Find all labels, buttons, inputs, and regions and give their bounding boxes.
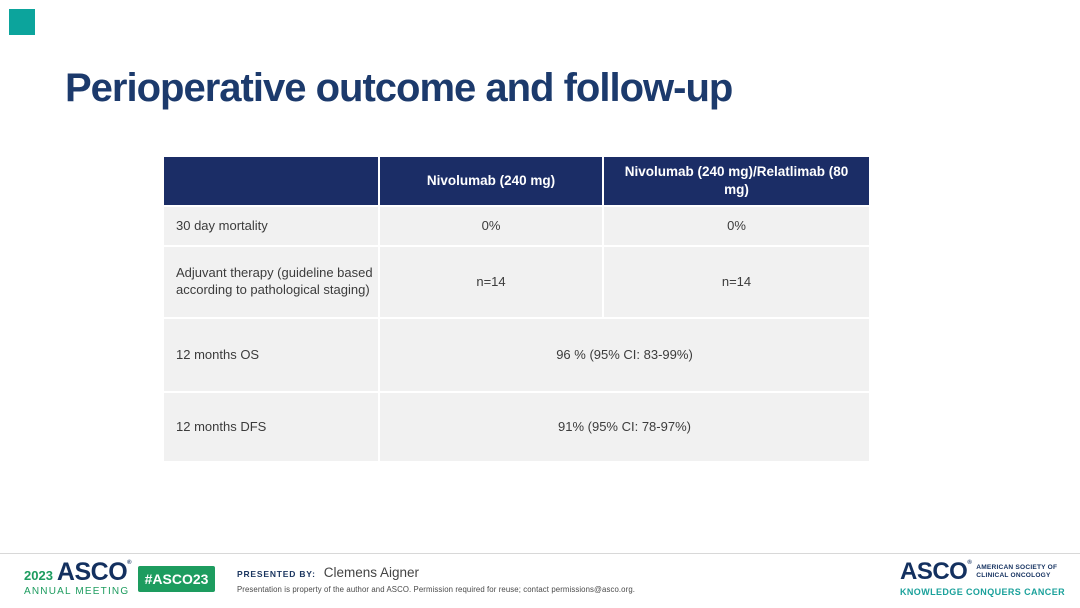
table-row-12-months-dfs: 12 months DFS 91% (95% CI: 78-97%): [162, 391, 871, 463]
asco-wordmark: ASCO®: [900, 558, 972, 585]
footer-divider: [0, 553, 1080, 554]
asco-annual-meeting-logo: 2023 ASCO® ANNUAL MEETING: [24, 558, 136, 598]
header-cell-nivolumab: Nivolumab (240 mg): [378, 155, 604, 207]
tagline-line-2: CLINICAL ONCOLOGY: [976, 572, 1051, 580]
cell-merged-value: 91% (95% CI: 78-97%): [378, 391, 871, 463]
hashtag-badge: #ASCO23: [138, 566, 215, 592]
header-cell-nivolumab-relatlimab: Nivolumab (240 mg)/Relatlimab (80 mg): [602, 155, 871, 207]
asco-wordmark: ASCO®: [56, 558, 132, 586]
table-row-30-day-mortality: 30 day mortality 0% 0%: [162, 205, 871, 247]
permission-disclaimer: Presentation is property of the author a…: [237, 585, 636, 594]
presenter-name: Clemens Aigner: [323, 565, 420, 580]
society-tagline: AMERICAN SOCIETY OF CLINICAL ONCOLOGY: [976, 564, 1057, 580]
table-header-row: Nivolumab (240 mg) Nivolumab (240 mg)/Re…: [162, 155, 871, 207]
cell-value: 0%: [602, 205, 871, 247]
row-label: 12 months DFS: [162, 391, 380, 463]
cell-merged-value: 96 % (95% CI: 83-99%): [378, 317, 871, 393]
row-label: 12 months OS: [162, 317, 380, 393]
table-row-adjuvant-therapy: Adjuvant therapy (guideline based accord…: [162, 245, 871, 319]
asco-society-logo: ASCO® AMERICAN SOCIETY OF CLINICAL ONCOL…: [900, 558, 1066, 597]
header-cell-empty: [162, 155, 380, 207]
outcome-table: Nivolumab (240 mg) Nivolumab (240 mg)/Re…: [162, 155, 871, 463]
meeting-year: 2023: [24, 568, 53, 583]
cell-value: n=14: [602, 245, 871, 319]
cell-value: 0%: [378, 205, 604, 247]
table-row-12-months-os: 12 months OS 96 % (95% CI: 83-99%): [162, 317, 871, 393]
registered-mark: ®: [127, 560, 132, 566]
slide-title: Perioperative outcome and follow-up: [65, 66, 733, 110]
registered-mark: ®: [967, 560, 972, 566]
tagline-line-1: AMERICAN SOCIETY OF: [976, 564, 1058, 571]
annual-meeting-label: ANNUAL MEETING: [24, 586, 130, 597]
presented-by-block: PRESENTED BY: Clemens Aigner Presentatio…: [237, 565, 717, 594]
row-label: 30 day mortality: [162, 205, 380, 247]
row-label: Adjuvant therapy (guideline based accord…: [162, 245, 380, 319]
presented-by-label: PRESENTED BY:: [237, 569, 316, 579]
society-motto: KNOWLEDGE CONQUERS CANCER: [900, 586, 1066, 597]
cell-value: n=14: [378, 245, 604, 319]
corner-accent-square: [9, 9, 35, 35]
